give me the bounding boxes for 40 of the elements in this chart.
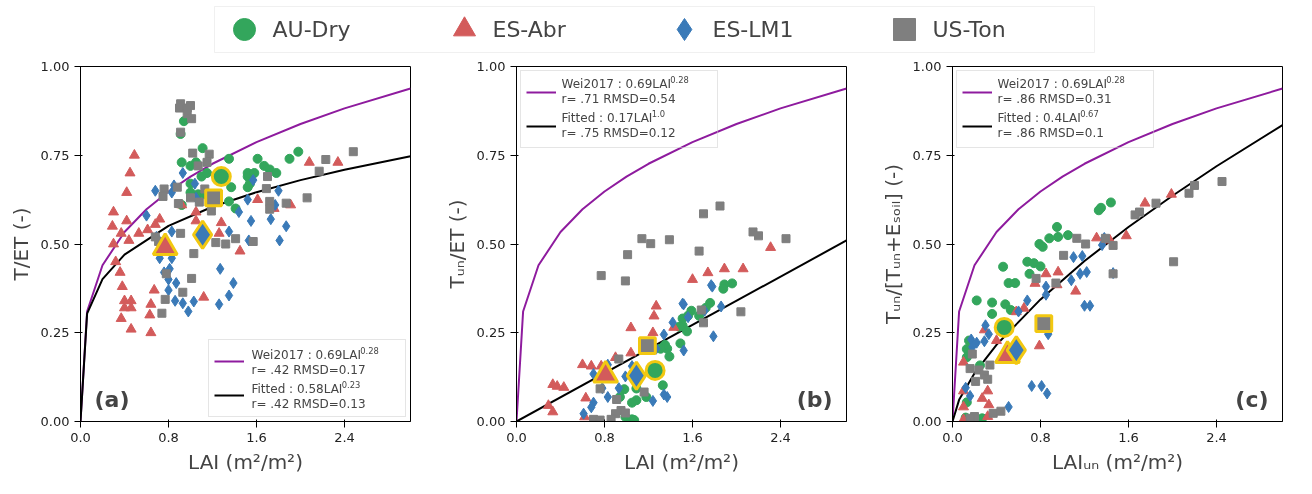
y-tick-label: 0.25 (476, 325, 506, 341)
x-axis-title: LAI (m²/m²) (624, 449, 739, 474)
annotation: (b) (796, 387, 833, 412)
y-tick-label: 0.00 (40, 414, 70, 429)
y-tick-label: 0.75 (40, 147, 70, 163)
y-tick-label: 1.00 (476, 59, 506, 74)
y-tick-label: 0.00 (912, 414, 942, 429)
y-axis-title: Tᵤₙ/ET (-) (444, 199, 469, 290)
y-tick-label: 0.75 (476, 147, 506, 163)
y-tick-label: 0.25 (912, 325, 942, 341)
legend-label: ES-LM1 (712, 17, 794, 42)
y-tick-label: 0.75 (912, 147, 942, 163)
x-tick-label: 0.0 (70, 429, 91, 445)
x-tick-label: 2.4 (770, 429, 791, 445)
y-tick-label: 0.50 (40, 236, 70, 252)
x-tick-label: 0.8 (1030, 429, 1051, 445)
y-tick-label: 0.50 (476, 236, 506, 252)
x-tick-label: 0.8 (158, 429, 179, 445)
x-tick-label: 1.6 (1118, 429, 1139, 445)
y-tick-label: 0.00 (476, 414, 506, 429)
legend-label: US-Ton (932, 17, 1006, 42)
y-axis-title: T/ET (-) (8, 207, 33, 282)
annotation: (a) (94, 387, 130, 412)
x-tick-label: 0.8 (594, 429, 615, 445)
x-axis-title: LAI (m²/m²) (188, 449, 303, 474)
x-tick-label: 1.6 (246, 429, 267, 445)
y-axis-title: Tᵤₙ/[Tᵤₙ+Eₛₒᵢₗ] (-) (880, 163, 905, 326)
x-tick-label: 2.4 (334, 429, 355, 445)
legend-label: ES-Abr (492, 17, 567, 42)
legend-label: AU-Dry (272, 17, 351, 42)
y-tick-label: 0.25 (40, 325, 70, 341)
x-tick-label: 2.4 (1206, 429, 1227, 445)
x-tick-label: 1.6 (682, 429, 703, 445)
annotation: (c) (1235, 387, 1269, 412)
y-tick-label: 0.50 (912, 236, 942, 252)
x-tick-label: 0.0 (942, 429, 963, 445)
x-axis-title: LAIᵤₙ (m²/m²) (1052, 449, 1183, 474)
y-tick-label: 1.00 (40, 59, 70, 74)
x-tick-label: 0.0 (506, 429, 527, 445)
y-tick-label: 1.00 (912, 59, 942, 74)
